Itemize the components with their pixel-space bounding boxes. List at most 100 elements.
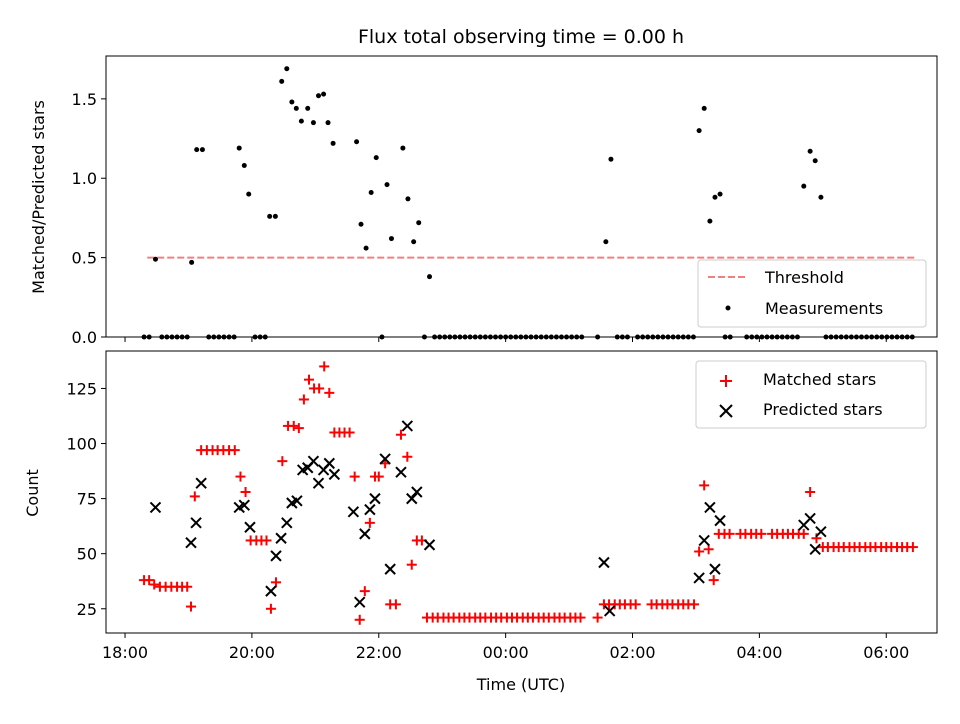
matched-star-point	[303, 374, 314, 385]
x-tick-label: 06:00	[863, 643, 909, 662]
top-y-axis-label: Matched/Predicted stars	[29, 100, 48, 294]
predicted-star-point	[693, 572, 705, 584]
matched-star-point	[349, 471, 360, 482]
matched-star-point	[805, 487, 816, 497]
matched-star-point	[261, 535, 272, 546]
measurement-point	[427, 274, 433, 280]
matched-star-point	[406, 559, 417, 570]
measurement-point	[284, 66, 290, 72]
predicted-star-point	[401, 420, 414, 432]
predicted-star-point	[423, 539, 436, 551]
measurement-point	[812, 158, 818, 164]
measurement-point	[807, 148, 813, 154]
matched-star-point	[265, 603, 276, 614]
matched-star-point	[288, 420, 299, 431]
bottom-y-tick-label: 125	[66, 379, 97, 398]
measurement-point	[388, 236, 394, 242]
threshold-legend-label: Threshold	[764, 268, 844, 287]
measurement-point	[411, 239, 417, 245]
measurement-point	[368, 190, 374, 196]
matched-star-point	[694, 546, 705, 557]
predicted-star-point	[275, 532, 287, 544]
matched-star-point	[293, 423, 304, 434]
matched-legend-icon	[720, 375, 732, 387]
top-panel: 0.0 0.5 1.0 1.5 Matched/Predicted stars Thr…	[29, 55, 938, 347]
x-tick-label: 18:00	[102, 643, 148, 662]
predicted-star-point	[190, 517, 202, 529]
matched-star-point	[189, 491, 200, 502]
matched-star-point	[344, 427, 355, 438]
predicted-star-point	[291, 495, 303, 507]
predicted-star-point	[328, 468, 341, 481]
predicted-star-point	[804, 512, 816, 525]
chart-title: Flux total observing time = 0.00 h	[358, 26, 684, 48]
measurement-point	[712, 194, 718, 200]
matched-star-point	[359, 586, 370, 597]
measurement-point	[363, 245, 369, 251]
measurement-point	[246, 191, 252, 197]
matched-star-point	[907, 542, 918, 553]
measurement-point	[701, 105, 707, 111]
measurement-point	[236, 145, 242, 151]
measurement-point	[373, 155, 379, 161]
matched-star-point	[390, 599, 401, 610]
measurement-point	[293, 105, 299, 111]
matched-star-point	[395, 429, 406, 440]
predicted-star-point	[714, 514, 726, 527]
top-y-tick-label: 1.5	[72, 90, 97, 109]
matched-legend-label: Matched stars	[763, 370, 876, 389]
matched-star-point	[354, 614, 365, 625]
measurement-point	[194, 147, 200, 153]
x-tick-label: 20:00	[229, 643, 275, 662]
bottom-legend: Matched stars Predicted stars	[695, 360, 927, 429]
bottom-plot-area	[139, 361, 918, 625]
predicted-star-point	[347, 506, 360, 518]
matched-star-point	[708, 575, 719, 586]
matched-star-point	[319, 361, 330, 372]
predicted-star-point	[809, 543, 821, 555]
measurement-point	[321, 91, 327, 97]
x-tick-label: 04:00	[736, 643, 782, 662]
predicted-star-point	[195, 477, 207, 489]
x-tick-label: 22:00	[356, 643, 402, 662]
measurement-point	[289, 99, 295, 105]
predicted-star-point	[815, 525, 827, 538]
bottom-panel: 25 50 75 100 125 18:00 20:00 22:00 00:00 02:00 04…	[23, 350, 938, 694]
measurement-point	[241, 163, 247, 169]
measurements-legend-icon	[725, 305, 731, 311]
measurement-point	[358, 221, 364, 227]
measurement-point	[416, 220, 422, 226]
measurement-point	[405, 196, 411, 202]
predicted-star-point	[603, 605, 616, 617]
top-y-tick-label: 0.0	[72, 328, 97, 347]
matched-star-point	[324, 387, 335, 398]
predicted-star-point	[149, 501, 162, 514]
measurement-point	[400, 145, 406, 151]
measurement-point	[608, 156, 614, 162]
matched-star-point	[699, 480, 710, 491]
matched-star-point	[144, 575, 155, 586]
predicted-legend-icon	[719, 404, 733, 418]
bottom-y-tick-label: 50	[77, 545, 97, 564]
predicted-star-point	[270, 550, 282, 562]
matched-star-point	[373, 471, 384, 482]
top-y-tick-label: 1.0	[72, 169, 97, 188]
predicted-star-point	[312, 477, 325, 489]
measurement-point	[717, 191, 723, 197]
measurement-point	[354, 139, 360, 145]
matched-star-point	[182, 581, 193, 592]
predicted-star-point	[598, 556, 610, 569]
matched-star-point	[235, 471, 246, 482]
predicted-star-point	[384, 563, 396, 575]
top-x-axis	[124, 337, 887, 342]
predicted-star-point	[364, 503, 376, 516]
bottom-axes-frame	[105, 350, 938, 634]
x-axis-label: Time (UTC)	[476, 675, 565, 694]
matched-star-point	[229, 445, 240, 456]
measurement-point	[696, 128, 702, 134]
x-tick-label: 00:00	[483, 643, 529, 662]
predicted-star-point	[406, 492, 418, 505]
predicted-star-point	[379, 453, 391, 465]
matched-star-point	[592, 612, 603, 623]
predicted-star-point	[704, 501, 716, 514]
